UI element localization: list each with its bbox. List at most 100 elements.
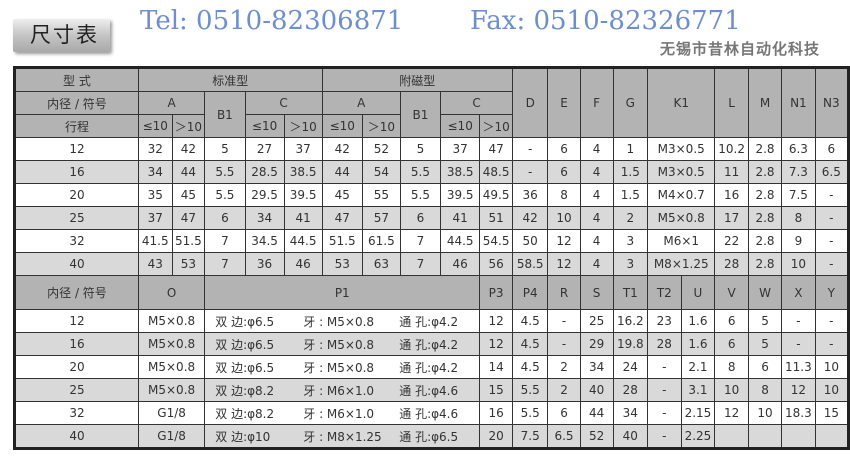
header-gt10: ＞10 (479, 114, 513, 138)
value-cell: - (814, 229, 850, 253)
value-cell: 12 (714, 401, 749, 425)
header-f: F (579, 67, 614, 138)
value-cell: 6.5 (814, 160, 850, 184)
value-cell (714, 424, 749, 449)
value-cell: 49.5 (479, 183, 513, 207)
value-cell: 8 (747, 378, 783, 402)
value-cell: 44 (579, 401, 614, 425)
section-title: 尺寸表 (13, 19, 110, 52)
value-cell: 40 (579, 378, 614, 402)
bore-cell: 40 (14, 424, 139, 449)
header-m: M (747, 67, 783, 138)
value-cell: 52 (579, 424, 614, 449)
header-n1: N1 (781, 67, 816, 138)
table-row: 型 式标准型 附磁型 D E F G K1 L M N1 N3 (14, 67, 850, 138)
bore-cell: 16 (14, 160, 139, 184)
value-cell: - (647, 401, 682, 425)
header-y: Y (814, 275, 850, 310)
value-cell: 25 (579, 309, 614, 333)
p1-spec: 牙 : M5×0.8 (303, 314, 375, 329)
value-cell: 61.5 (361, 229, 401, 253)
value-cell: 10 (714, 378, 749, 402)
value-cell: 47 (171, 206, 206, 230)
value-cell: 2.8 (747, 252, 783, 276)
value-cell: 54 (361, 160, 401, 184)
value-cell: 4 (579, 206, 614, 230)
value-cell: 2.8 (747, 206, 783, 230)
value-cell (814, 424, 850, 449)
header-magnetic: 附磁型 (321, 67, 513, 92)
value-cell: 7.3 (781, 160, 816, 184)
header-s: S (579, 275, 614, 310)
header-t1: T1 (612, 275, 649, 310)
p1-spec: 双 边:φ10 (215, 429, 271, 444)
bore-cell: 20 (14, 183, 139, 207)
value-cell: 45 (321, 183, 363, 207)
header-le10: ≤10 (321, 114, 363, 138)
p1-spec: 双 边:φ8.2 (215, 406, 275, 421)
value-cell: 12 (479, 332, 513, 356)
bore-cell: 32 (14, 401, 139, 425)
table-row: 20 M5×0.8 双 边:φ6.5 牙 : M5×0.8 通 孔:φ4.2 14 4.5 2… (14, 355, 850, 379)
value-cell: 38.5 (440, 160, 481, 184)
value-cell: 40 (612, 424, 649, 449)
value-cell: 34 (612, 401, 649, 425)
value-cell: 6 (714, 309, 749, 333)
p1-spec: 牙 : M5×0.8 (303, 337, 375, 352)
table-row: 20 35 45 5.5 29.5 39.5 45 55 5.5 39.5 49.5 36 8 4 1.5 M… (14, 183, 850, 207)
p1-spec: 牙 : M5×0.8 (303, 360, 375, 375)
header-le10: ≤10 (440, 114, 481, 138)
value-cell: - (814, 252, 850, 276)
p1-cell: 双 边:φ8.2 牙 : M6×1.0 通 孔:φ4.6 (204, 401, 481, 425)
header-l: L (714, 67, 749, 138)
value-cell: 3 (612, 229, 649, 253)
p1-cell: 双 边:φ6.5 牙 : M5×0.8 通 孔:φ4.2 (204, 355, 481, 379)
bore-cell: 12 (14, 309, 139, 333)
p1-cell: 双 边:φ10 牙 : M8×1.25 通 孔:φ6.5 (204, 424, 481, 449)
table-row: 32 G1/8 双 边:φ8.2 牙 : M6×1.0 通 孔:φ4.6 16 5.5 6 44… (14, 401, 850, 425)
value-cell: 10 (747, 401, 783, 425)
value-cell: 34 (137, 160, 173, 184)
value-cell: 20 (479, 424, 513, 449)
p1-spec: 牙 : M8×1.25 (303, 429, 382, 444)
value-cell (747, 424, 783, 449)
value-cell: 42 (321, 137, 363, 161)
value-cell: 56 (479, 252, 513, 276)
header-c: C (440, 91, 513, 115)
header-g: G (612, 67, 649, 138)
header-c: C (244, 91, 323, 115)
value-cell: 6 (814, 137, 850, 161)
value-cell: 38.5 (283, 160, 323, 184)
value-cell: 12 (547, 252, 581, 276)
value-cell: 28 (612, 378, 649, 402)
value-cell: 6 (204, 206, 246, 230)
p1-spec: 双 边:φ8.2 (215, 383, 275, 398)
value-cell: 9 (781, 229, 816, 253)
value-cell: 39.5 (440, 183, 481, 207)
value-cell: 44.5 (283, 229, 323, 253)
value-cell: 41 (283, 206, 323, 230)
p1-spec: 双 边:φ6.5 (215, 337, 275, 352)
value-cell: 63 (361, 252, 401, 276)
value-cell: 46 (283, 252, 323, 276)
o-cell: G1/8 (137, 424, 206, 449)
value-cell: 5.5 (399, 183, 442, 207)
value-cell: 44 (171, 160, 206, 184)
value-cell: 57 (361, 206, 401, 230)
value-cell: - (814, 309, 850, 333)
value-cell: 5 (399, 137, 442, 161)
value-cell: 48.5 (479, 160, 513, 184)
header-gt10: ＞10 (171, 114, 206, 138)
value-cell: 2.8 (747, 160, 783, 184)
value-cell: 16 (714, 183, 749, 207)
header-r: R (547, 275, 581, 310)
header-p3: P3 (479, 275, 513, 310)
value-cell: 6.5 (547, 424, 581, 449)
table-row: 40 43 53 7 36 46 53 63 7 46 56 58.5 12 4 3 M8×1.25 28 2.8… (14, 252, 850, 276)
value-cell: 15 (479, 378, 513, 402)
p1-spec: 牙 : M6×1.0 (303, 406, 375, 421)
value-cell: 29 (579, 332, 614, 356)
value-cell: 6 (547, 137, 581, 161)
value-cell: 2 (612, 206, 649, 230)
value-cell: 12 (547, 229, 581, 253)
